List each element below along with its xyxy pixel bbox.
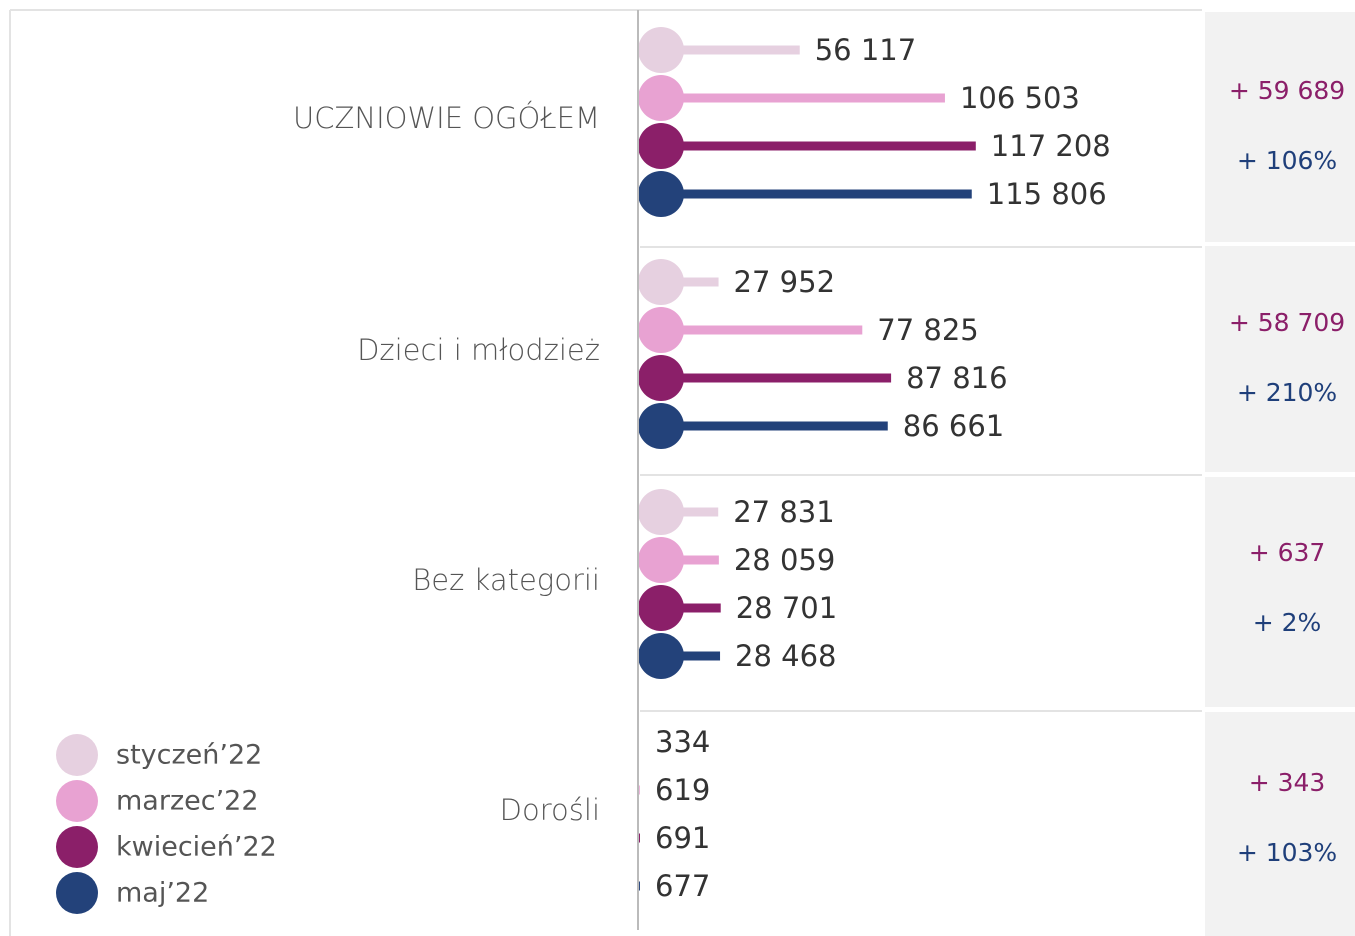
change-panel — [1205, 12, 1355, 242]
change-absolute: + 59 689 — [1229, 76, 1345, 105]
value-label: 115 806 — [987, 177, 1107, 211]
legend-swatch — [56, 872, 98, 914]
lollipop-dot — [638, 537, 684, 583]
lollipop-dot — [638, 633, 684, 679]
legend-swatch — [56, 734, 98, 776]
change-panel — [1205, 246, 1355, 472]
lollipop-dot — [638, 403, 684, 449]
legend-swatch — [56, 780, 98, 822]
lollipop-dot — [638, 489, 684, 535]
value-label: 677 — [655, 869, 710, 903]
category-label: Dorośli — [500, 793, 600, 827]
value-label: 619 — [655, 773, 710, 807]
value-label: 106 503 — [960, 81, 1080, 115]
value-label: 28 468 — [735, 639, 836, 673]
change-absolute: + 58 709 — [1229, 308, 1345, 337]
value-label: 77 825 — [877, 313, 978, 347]
category-label: UCZNIOWIE OGÓŁEM — [293, 101, 600, 135]
lollipop-dot — [638, 307, 684, 353]
lollipop-dot — [638, 27, 684, 73]
value-label: 334 — [655, 725, 710, 759]
legend-swatch — [56, 826, 98, 868]
change-absolute: + 637 — [1249, 538, 1326, 567]
change-percent: + 210% — [1237, 378, 1337, 407]
value-label: 27 831 — [733, 495, 834, 529]
change-absolute: + 343 — [1249, 768, 1326, 797]
value-label: 691 — [655, 821, 710, 855]
lollipop-dot — [638, 585, 684, 631]
lollipop-dot — [638, 123, 684, 169]
legend-label: styczeń’22 — [116, 740, 262, 771]
legend-label: marzec’22 — [116, 786, 259, 817]
value-label: 28 059 — [734, 543, 835, 577]
lollipop-dot — [638, 355, 684, 401]
value-label: 117 208 — [991, 129, 1111, 163]
change-panel — [1205, 712, 1355, 936]
change-percent: + 103% — [1237, 838, 1337, 867]
category-label: Bez kategorii — [412, 563, 600, 597]
lollipop-dot — [638, 171, 684, 217]
change-percent: + 106% — [1237, 146, 1337, 175]
value-label: 27 952 — [734, 265, 835, 299]
value-label: 86 661 — [903, 409, 1004, 443]
value-label: 56 117 — [815, 33, 916, 67]
lollipop-dot — [638, 75, 684, 121]
value-label: 28 701 — [736, 591, 837, 625]
lollipop-dot — [638, 259, 684, 305]
value-label: 87 816 — [906, 361, 1007, 395]
change-percent: + 2% — [1253, 608, 1322, 637]
category-label: Dzieci i młodzież — [357, 333, 600, 367]
legend-label: maj’22 — [116, 878, 209, 909]
legend-label: kwiecień’22 — [116, 832, 277, 863]
change-panel — [1205, 477, 1355, 707]
